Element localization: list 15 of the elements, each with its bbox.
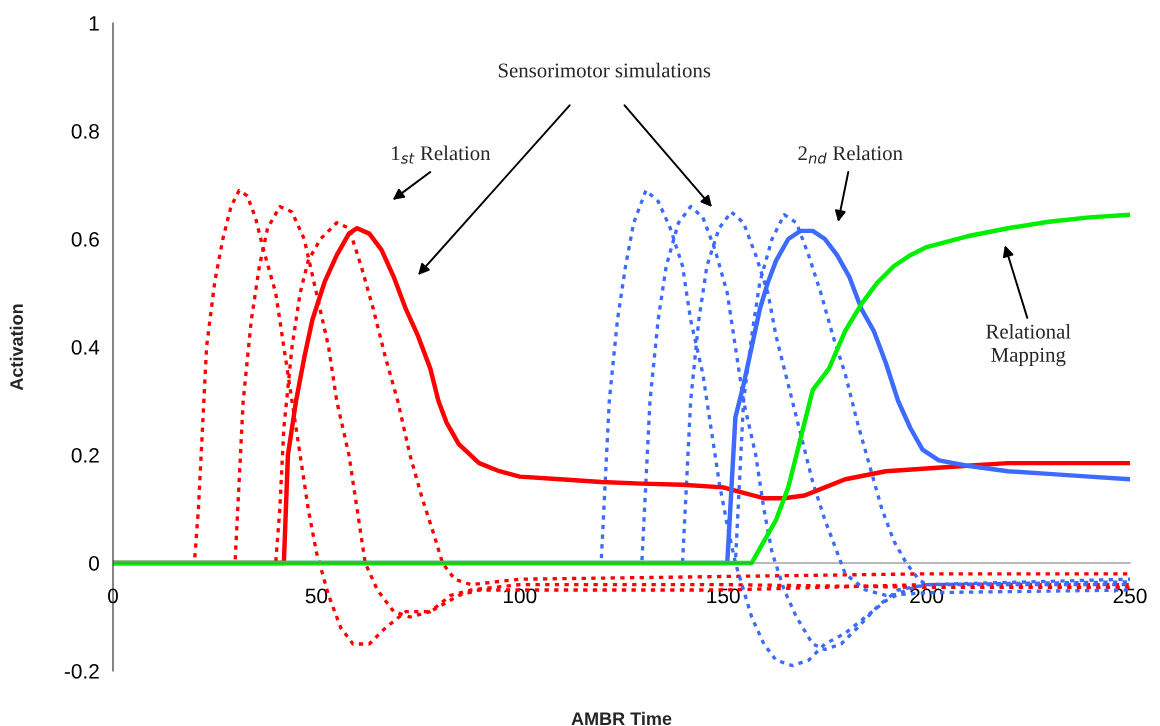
annotation: Sensorimotor simulations	[498, 62, 711, 78]
y-tick-label: -0.2	[64, 664, 99, 679]
annotation: 1$_{st}$ Relation	[392, 145, 491, 164]
y-tick-label: 0.8	[71, 124, 99, 139]
y-tick-label: 0.4	[71, 340, 100, 355]
y-tick-label: 1	[89, 16, 99, 31]
x-tick-label: 50	[305, 588, 328, 604]
x-tick-label: 0	[108, 588, 118, 604]
y-tick-label: 0.2	[71, 448, 99, 463]
annotation: 2$_{nd}$ Relation	[798, 145, 903, 164]
x-axis-title: AMBR Time	[571, 711, 672, 726]
y-tick-label: 0	[89, 556, 99, 571]
annotation: Relational Mapping	[986, 323, 1071, 367]
y-tick-label: 0.6	[71, 232, 99, 247]
y-axis-title: Activation	[9, 304, 23, 391]
